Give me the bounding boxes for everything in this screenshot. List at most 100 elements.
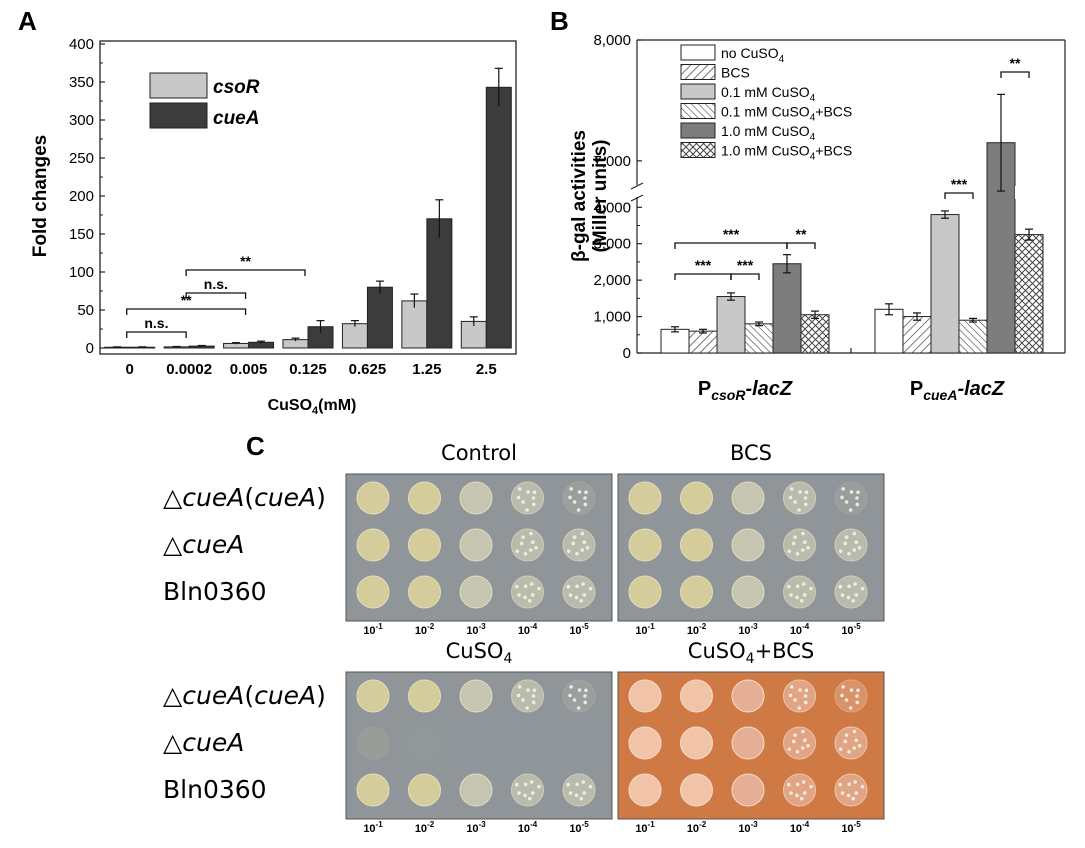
strain-label-post2: ) (316, 681, 326, 710)
legend-label-main: 1.0 mM CuSO (721, 143, 810, 159)
colony-dot (583, 496, 587, 500)
chart-a-x-axis: 0 0.0002 0.005 0.125 0.625 1.25 2.5 (126, 361, 497, 378)
colony-dot (847, 749, 851, 754)
colony-spot (834, 773, 868, 807)
bar-series-3 (744, 323, 774, 354)
colony-dot (841, 685, 845, 689)
chart-b-bars (660, 93, 1047, 354)
colony-dot (572, 500, 577, 504)
colony-dot (582, 791, 587, 795)
colony-dot (798, 688, 802, 692)
colony-dot (568, 593, 573, 597)
colony-dot (576, 706, 581, 710)
colony-dot (800, 548, 805, 552)
colony-dot (583, 694, 587, 698)
strain-label-italic: cueA (182, 530, 244, 559)
chart-a-x-label-tail: (mM) (318, 397, 356, 414)
colony-dot (793, 535, 797, 539)
colony-dot (793, 733, 797, 737)
colony-dot (844, 733, 849, 737)
colony-dot (855, 700, 860, 705)
x-tick-label: 0.0002 (166, 361, 212, 378)
colony-dot (849, 688, 854, 692)
colony-dot (793, 500, 797, 504)
dilution-label: 10-1 (363, 820, 383, 835)
plate-title-main: BCS (730, 441, 772, 465)
colony-dot (855, 502, 860, 507)
colony-spot (834, 575, 868, 609)
colony-dot (840, 693, 844, 698)
colony-dot (799, 598, 804, 603)
dilution-base: 10 (687, 823, 699, 835)
dilution-base: 10 (790, 823, 802, 835)
strain-label: Bln0360 (163, 775, 267, 804)
bar-series-5 (1014, 234, 1044, 354)
significance-bracket (1000, 71, 1030, 78)
colony-spot (680, 679, 713, 713)
legend-label: 1.0 mM CuSO4 (721, 123, 816, 143)
colony-dot (803, 502, 808, 507)
colony-spot (731, 773, 765, 807)
colony-dot (582, 593, 587, 597)
colony-dot (568, 495, 572, 500)
dilution-exp: -4 (802, 622, 810, 631)
significance-bracket (730, 273, 760, 280)
colony-spot (562, 773, 596, 807)
colony-dot (525, 706, 529, 710)
x-tick-label: 0.125 (289, 361, 327, 378)
colony-dot (532, 490, 537, 495)
legend-label-main: no CuSO (721, 45, 779, 61)
legend-swatch (680, 44, 716, 61)
legend-swatch (680, 142, 716, 158)
colony-dot (840, 593, 845, 597)
legend-label-sub: 4 (810, 152, 816, 163)
colony-dot (581, 582, 586, 586)
colony-spot (783, 528, 816, 562)
x-tick-label: 2.5 (476, 361, 497, 378)
dilution-exp: -3 (751, 622, 759, 631)
colony-dot (585, 546, 590, 550)
colony-dot (584, 688, 588, 693)
colony-spot (562, 528, 596, 562)
colony-dot (575, 782, 579, 787)
colony-dot (574, 793, 579, 798)
dilution-exp: -5 (854, 622, 862, 631)
colony-dot (806, 546, 810, 550)
colony-dot (789, 593, 793, 597)
chart-b-x-axis: PcsoR-lacZ PcueA-lacZ (698, 378, 1005, 403)
colony-dot (574, 595, 579, 600)
colony-dot (844, 698, 849, 702)
strain-label: △cueA(cueA) (163, 681, 326, 710)
colony-dot (856, 688, 860, 693)
colony-dot (851, 796, 856, 801)
colony-dot (852, 531, 857, 536)
colony-spot (459, 773, 493, 807)
colony-dot (529, 582, 534, 586)
colony-spot (628, 679, 662, 713)
legend-label: 1.0 mM CuSO4+BCS (721, 143, 852, 163)
strain-label-italic: cueA (182, 681, 244, 710)
dilution-exp: -2 (699, 622, 707, 631)
legend-label-tail: +BCS (815, 104, 852, 120)
colony-dot (848, 706, 853, 710)
colony-dot (531, 496, 536, 500)
significance-label: ** (1010, 55, 1021, 71)
colony-dot (851, 598, 856, 603)
colony-dot (516, 495, 521, 500)
colony-dot (849, 490, 854, 494)
plate-title: CuSO4 (446, 639, 513, 667)
strain-label-italic: cueA (182, 728, 244, 757)
dilution-label: 10-3 (738, 622, 758, 637)
strain-label-italic2: cueA (254, 681, 316, 710)
colony-spot (628, 575, 662, 609)
colony-dot (534, 546, 538, 550)
dilution-base: 10 (841, 625, 853, 637)
colony-dot (530, 593, 535, 597)
axis-break-mark (630, 194, 644, 202)
dilution-label: 10-5 (569, 622, 589, 637)
bar-series-0 (660, 328, 690, 354)
bar-series-5 (800, 314, 830, 354)
colony-dot (583, 700, 588, 705)
dilution-base: 10 (518, 625, 530, 637)
